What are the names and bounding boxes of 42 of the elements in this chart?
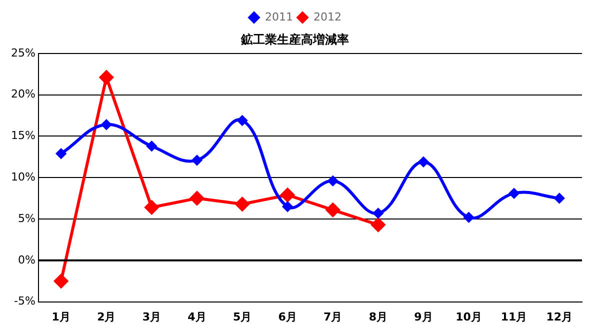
y-tick-label: 5% — [18, 212, 36, 225]
y-tick-label: 25% — [10, 46, 36, 60]
point — [464, 212, 474, 222]
point — [56, 148, 66, 159]
y-tick-label: 0% — [18, 253, 36, 266]
point — [373, 208, 384, 218]
point — [235, 197, 250, 212]
point — [237, 115, 248, 126]
point — [328, 176, 338, 186]
point — [371, 218, 386, 232]
x-tick-label: 4月 — [188, 310, 206, 324]
x-tick-label: 9月 — [414, 310, 433, 324]
x-tick-label: 11月 — [500, 310, 528, 324]
point — [554, 193, 564, 204]
point — [326, 202, 340, 217]
x-tick-label: 1月 — [52, 310, 70, 324]
point — [282, 202, 293, 212]
point — [280, 188, 295, 202]
y-tick-label: -5% — [14, 294, 36, 308]
x-tick-label: 10月 — [456, 310, 482, 324]
point — [144, 200, 159, 214]
chart-title: 鉱工業生産高増減率 — [240, 32, 349, 46]
x-tick-label: 3月 — [142, 310, 162, 324]
point — [146, 141, 157, 152]
y-tick-label: 15% — [10, 129, 36, 142]
y-tick-label: 20% — [10, 88, 36, 101]
point — [99, 70, 114, 84]
legend-label: 2012 — [314, 10, 342, 24]
point — [418, 156, 428, 167]
x-tick-label: 2月 — [97, 310, 116, 324]
x-tick-label: 12月 — [546, 310, 573, 324]
point — [192, 155, 202, 166]
legend-label: 2011 — [265, 10, 294, 24]
x-tick-label: 8月 — [368, 310, 388, 324]
point — [509, 188, 520, 198]
y-tick-label: 10% — [10, 170, 36, 184]
point — [101, 120, 112, 130]
x-tick-label: 6月 — [278, 310, 297, 324]
x-tick-label: 5月 — [232, 310, 252, 324]
x-tick-label: 7月 — [324, 310, 342, 324]
point — [54, 274, 68, 288]
point — [190, 191, 204, 206]
